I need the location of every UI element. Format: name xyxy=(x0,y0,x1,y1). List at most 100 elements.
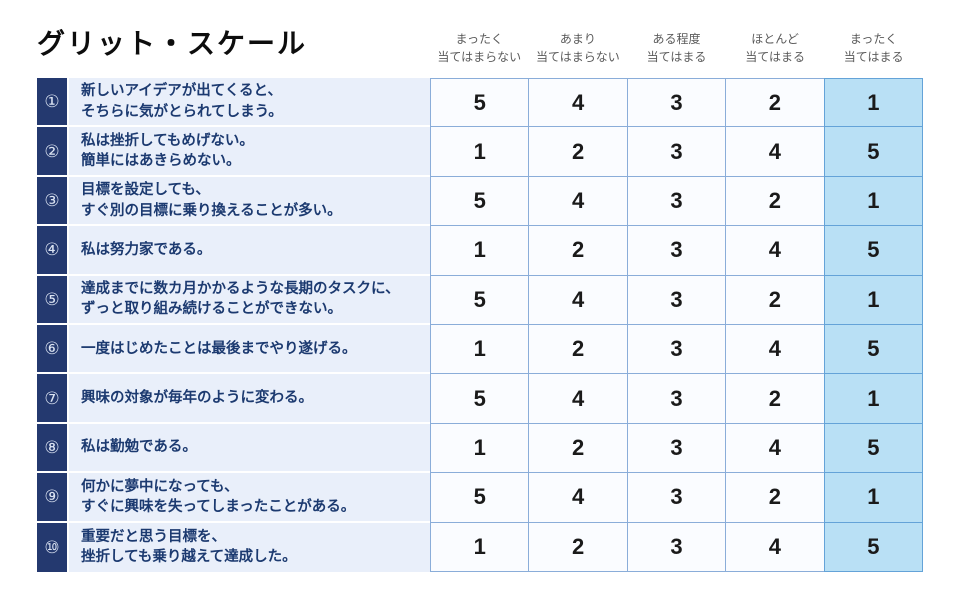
score-cell-5-highlighted: 1 xyxy=(823,473,924,523)
table-row: ⑥ 一度はじめたことは最後までやり遂げる。 1 2 3 4 5 xyxy=(37,325,924,375)
column-header-1-line2: 当てはまらない xyxy=(437,50,522,64)
score-cell-3: 3 xyxy=(626,176,726,227)
table-row: ⑦ 興味の対象が毎年のように変わる。 5 4 3 2 1 xyxy=(37,374,924,424)
table-row: ② 私は挫折してもめげない。 簡単にはあきらめない。 1 2 3 4 5 xyxy=(37,127,924,177)
statement-line-1: 重要だと思う目標を、 xyxy=(81,529,226,546)
circled-number: ⑦ xyxy=(44,388,60,408)
statement-line-2: 挫折しても乗り越えて達成した。 xyxy=(81,549,297,566)
statement-line-1: 私は挫折してもめげない。 xyxy=(81,132,254,149)
statement-line-1: 何かに夢中になっても、 xyxy=(81,478,239,495)
statement-cell: 一度はじめたことは最後までやり遂げる。 xyxy=(67,325,430,375)
row-number-cell: ④ xyxy=(37,226,67,276)
score-cell-5-highlighted: 5 xyxy=(823,522,924,573)
row-number-cell: ⑥ xyxy=(37,325,67,375)
column-header-3-line1: ある程度 xyxy=(652,32,701,46)
column-header-5-line2: 当てはまる xyxy=(843,50,904,64)
column-header-4-line2: 当てはまる xyxy=(745,50,805,64)
score-cell-1: 5 xyxy=(430,275,529,326)
column-header-5: まったく 当てはまる xyxy=(824,30,923,66)
score-cell-3: 3 xyxy=(626,127,726,177)
statement-line-1: 私は勤勉である。 xyxy=(81,439,197,456)
statement-line-2: すぐ別の目標に乗り換えることが多い。 xyxy=(81,202,342,219)
row-number-cell: ① xyxy=(37,78,67,128)
score-cell-5-highlighted: 5 xyxy=(823,325,924,375)
score-cell-3: 3 xyxy=(626,473,726,523)
circled-number: ⑥ xyxy=(44,339,60,359)
score-cell-3: 3 xyxy=(626,374,726,424)
circled-number: ② xyxy=(44,141,60,161)
table-row: ⑩ 重要だと思う目標を、 挫折しても乗り越えて達成した。 1 2 3 4 5 xyxy=(37,522,924,573)
column-header-4-line1: ほとんど xyxy=(751,32,799,46)
score-cell-2: 4 xyxy=(528,176,627,227)
score-cell-2: 2 xyxy=(528,325,627,375)
score-cell-2: 4 xyxy=(528,473,627,523)
statement-cell: 何かに夢中になっても、 すぐに興味を失ってしまったことがある。 xyxy=(67,473,430,523)
grit-table: ① 新しいアイデアが出てくると、 そちらに気がとられてしまう。 5 4 3 2 … xyxy=(37,78,924,573)
score-cell-5-highlighted: 5 xyxy=(823,423,924,474)
score-cell-5-highlighted: 1 xyxy=(823,374,924,424)
column-header-1: まったく 当てはまらない xyxy=(430,30,529,66)
circled-number: ③ xyxy=(44,191,60,211)
column-header-3: ある程度 当てはまる xyxy=(627,30,726,66)
score-cell-1: 5 xyxy=(430,374,529,424)
score-cell-2: 4 xyxy=(528,374,627,424)
statement-cell: 重要だと思う目標を、 挫折しても乗り越えて達成した。 xyxy=(67,522,430,573)
table-row: ⑤ 達成までに数カ月かかるような長期のタスクに、 ずっと取り組み続けることができ… xyxy=(37,275,924,326)
score-cell-1: 1 xyxy=(430,325,529,375)
circled-number: ⑧ xyxy=(44,438,60,458)
column-header-1-line1: まったく xyxy=(455,32,504,46)
statement-cell: 興味の対象が毎年のように変わる。 xyxy=(67,374,430,424)
statement-line-2: ずっと取り組み続けることができない。 xyxy=(81,301,342,318)
table-row: ③ 目標を設定しても、 すぐ別の目標に乗り換えることが多い。 5 4 3 2 1 xyxy=(37,176,924,227)
column-header-4: ほとんど 当てはまる xyxy=(726,30,825,66)
circled-number: ⑨ xyxy=(44,487,60,507)
row-number-cell: ② xyxy=(37,127,67,177)
row-number-cell: ⑤ xyxy=(37,275,67,326)
score-cell-2: 4 xyxy=(528,78,627,128)
statement-line-1: 目標を設定しても、 xyxy=(81,182,210,199)
circled-number: ① xyxy=(44,92,60,112)
row-number-cell: ⑨ xyxy=(37,473,67,523)
circled-number: ⑩ xyxy=(44,537,60,557)
statement-line-1: 興味の対象が毎年のように変わる。 xyxy=(81,389,313,406)
column-header-2-line1: あまり xyxy=(559,32,596,46)
score-cell-2: 2 xyxy=(528,522,627,573)
statement-cell: 私は挫折してもめげない。 簡単にはあきらめない。 xyxy=(67,127,430,177)
score-cell-1: 5 xyxy=(430,473,529,523)
row-number-cell: ③ xyxy=(37,176,67,227)
statement-line-1: 達成までに数カ月かかるような長期のタスクに、 xyxy=(81,281,400,298)
score-cell-1: 5 xyxy=(430,176,529,227)
score-cell-1: 1 xyxy=(430,127,529,177)
row-number-cell: ⑧ xyxy=(37,423,67,474)
score-cell-1: 1 xyxy=(430,226,529,276)
column-header-3-line2: 当てはまる xyxy=(646,50,707,64)
column-header-2-line2: 当てはまらない xyxy=(536,50,620,64)
score-cell-2: 2 xyxy=(528,226,627,276)
row-number-cell: ⑩ xyxy=(37,522,67,573)
statement-cell: 達成までに数カ月かかるような長期のタスクに、 ずっと取り組み続けることができない… xyxy=(67,275,430,326)
score-cell-3: 3 xyxy=(626,522,726,573)
score-cell-5-highlighted: 1 xyxy=(823,176,924,227)
score-cell-4: 4 xyxy=(725,226,824,276)
score-cell-4: 4 xyxy=(725,127,824,177)
scale-column-headers: まったく 当てはまらない あまり 当てはまらない ある程度 当てはまる ほとんど… xyxy=(430,30,923,66)
statement-cell: 私は勤勉である。 xyxy=(67,423,430,474)
table-row: ④ 私は努力家である。 1 2 3 4 5 xyxy=(37,226,924,276)
statement-line-2: すぐに興味を失ってしまったことがある。 xyxy=(81,498,356,515)
statement-line-2: そちらに気がとられてしまう。 xyxy=(81,103,283,120)
score-cell-4: 2 xyxy=(725,275,824,326)
circled-number: ⑤ xyxy=(44,289,60,309)
statement-cell: 目標を設定しても、 すぐ別の目標に乗り換えることが多い。 xyxy=(67,176,430,227)
score-cell-3: 3 xyxy=(626,423,726,474)
score-cell-5-highlighted: 1 xyxy=(823,78,924,128)
page-title: グリット・スケール xyxy=(37,28,308,59)
score-cell-2: 4 xyxy=(528,275,627,326)
statement-line-1: 新しいアイデアが出てくると、 xyxy=(81,83,282,100)
score-cell-2: 2 xyxy=(528,423,627,474)
score-cell-4: 2 xyxy=(725,374,824,424)
statement-cell: 新しいアイデアが出てくると、 そちらに気がとられてしまう。 xyxy=(67,78,430,128)
score-cell-4: 2 xyxy=(725,78,824,128)
score-cell-4: 2 xyxy=(725,176,824,227)
score-cell-5-highlighted: 5 xyxy=(823,127,924,177)
